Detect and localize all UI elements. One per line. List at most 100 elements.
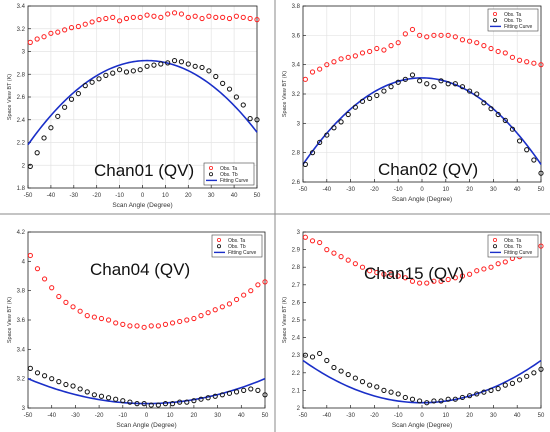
- obs-tb-point: [474, 91, 480, 97]
- obs-ta-point: [374, 45, 380, 52]
- obs-ta-point: [459, 37, 466, 43]
- obs-tb-point: [103, 72, 109, 78]
- y-tick-label: 3.4: [17, 4, 26, 10]
- obs-tb-point: [417, 78, 423, 84]
- obs-tb-point: [127, 399, 133, 405]
- legend-marker: [216, 244, 221, 249]
- y-tick-label: 2.5: [292, 318, 301, 324]
- obs-tb-point: [254, 117, 260, 123]
- obs-ta-point: [438, 32, 444, 38]
- x-tick-label: -10: [118, 413, 127, 419]
- x-tick-label: -40: [322, 187, 331, 193]
- obs-tb-point: [524, 373, 530, 379]
- x-tick-label: -10: [394, 187, 403, 193]
- obs-ta-point: [331, 250, 337, 256]
- obs-ta-point: [381, 47, 387, 53]
- legend-marker: [492, 18, 497, 23]
- x-tick-label: 0: [145, 413, 149, 419]
- obs-tb-point: [531, 157, 537, 163]
- x-tick-label: -50: [24, 413, 33, 419]
- obs-tb-point: [226, 86, 233, 92]
- x-tick-label: 40: [514, 413, 521, 419]
- obs-ta-point: [117, 18, 123, 24]
- obs-tb-point: [55, 113, 61, 119]
- obs-ta-point: [192, 13, 198, 19]
- obs-ta-point: [158, 14, 164, 20]
- obs-ta-point: [248, 288, 254, 294]
- obs-ta-point: [96, 17, 102, 23]
- obs-tb-point: [191, 398, 197, 404]
- obs-tb-point: [324, 132, 330, 138]
- obs-tb-point: [233, 94, 239, 100]
- x-tick-label: 20: [466, 413, 473, 419]
- obs-tb-point: [309, 354, 316, 360]
- obs-ta-point: [262, 279, 268, 285]
- x-tick-label: 30: [490, 413, 497, 419]
- y-tick-label: 3: [297, 121, 301, 127]
- obs-ta-point: [509, 54, 516, 60]
- legend-marker: [492, 11, 497, 16]
- obs-tb-point: [34, 150, 40, 156]
- legend-marker: [208, 172, 213, 177]
- x-tick-label: -40: [322, 413, 331, 419]
- obs-ta-point: [495, 48, 501, 55]
- obs-tb-point: [96, 76, 102, 82]
- obs-tb-point: [27, 163, 33, 169]
- obs-tb-point: [374, 384, 380, 390]
- obs-ta-point: [55, 29, 61, 35]
- x-axis-label: Scan Angle (Degree): [392, 196, 452, 203]
- obs-tb-point: [474, 391, 480, 397]
- y-tick-label: 2.2: [17, 141, 26, 147]
- obs-ta-point: [488, 264, 494, 270]
- y-axis-label: Space View BT (K): [282, 71, 288, 117]
- obs-tb-point: [438, 398, 444, 404]
- obs-ta-point: [241, 292, 247, 298]
- obs-ta-point: [48, 30, 54, 36]
- y-tick-label: 2.7: [292, 283, 301, 289]
- obs-tb-point: [438, 78, 444, 84]
- legend-label: Obs. Tb: [504, 18, 522, 24]
- obs-ta-point: [452, 34, 458, 40]
- legend-label: Obs. Tb: [504, 244, 522, 250]
- obs-tb-point: [431, 398, 437, 404]
- obs-tb-point: [212, 393, 218, 399]
- legend-label: Obs. Tb: [228, 244, 246, 250]
- obs-ta-point: [395, 40, 401, 46]
- obs-ta-point: [467, 271, 473, 277]
- x-tick-label: 10: [442, 187, 449, 193]
- obs-ta-point: [41, 276, 48, 282]
- obs-ta-point: [255, 282, 261, 288]
- obs-ta-point: [531, 60, 537, 66]
- obs-tb-point: [248, 386, 254, 392]
- obs-tb-point: [63, 381, 69, 388]
- obs-ta-point: [402, 275, 408, 281]
- legend-label: Fitting Curve: [220, 178, 249, 184]
- x-tick-label: 50: [538, 413, 545, 419]
- obs-ta-point: [395, 273, 401, 279]
- obs-tb-point: [509, 126, 516, 132]
- obs-tb-point: [98, 393, 105, 399]
- obs-tb-point: [409, 72, 416, 78]
- obs-tb-point: [148, 402, 154, 408]
- obs-ta-point: [516, 57, 523, 63]
- obs-ta-point: [199, 15, 205, 22]
- legend-label: Obs. Ta: [504, 238, 521, 244]
- obs-tb-point: [381, 387, 387, 393]
- obs-ta-point: [338, 254, 344, 260]
- obs-tb-point: [220, 80, 226, 86]
- y-tick-label: 3.2: [17, 27, 26, 33]
- x-tick-label: -20: [95, 413, 104, 419]
- obs-ta-point: [367, 268, 373, 274]
- obs-tb-point: [27, 365, 33, 371]
- obs-ta-point: [98, 315, 105, 322]
- obs-tb-point: [158, 61, 164, 67]
- obs-ta-point: [110, 14, 116, 20]
- obs-ta-point: [247, 15, 253, 22]
- legend-label: Obs. Ta: [504, 12, 521, 18]
- obs-ta-point: [127, 323, 133, 329]
- obs-tb-point: [84, 389, 90, 395]
- obs-tb-point: [359, 379, 366, 385]
